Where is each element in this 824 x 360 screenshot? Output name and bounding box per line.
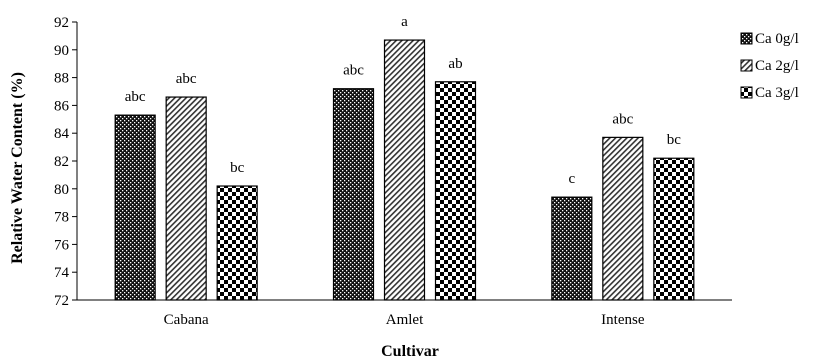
y-tick-label: 72 [54, 293, 69, 309]
bar [383, 39, 426, 301]
y-tick-label: 82 [54, 154, 69, 170]
legend-swatch [740, 86, 753, 99]
significance-label: bc [667, 132, 682, 148]
significance-label: a [401, 14, 408, 30]
y-tick-label: 86 [54, 98, 70, 114]
bar [653, 157, 695, 301]
y-axis-title: Relative Water Content (%) [9, 72, 26, 264]
x-tick-label: Cabana [164, 312, 209, 328]
legend-swatch [740, 32, 753, 45]
y-tick-label: 78 [54, 210, 69, 226]
significance-label: abc [612, 111, 633, 127]
significance-label: abc [176, 71, 197, 87]
bar [434, 81, 477, 301]
legend-label: Ca 2g/l [755, 58, 799, 74]
y-tick-label: 92 [54, 15, 69, 31]
significance-label: ab [448, 56, 462, 72]
y-tick-label: 74 [54, 265, 70, 281]
y-tick-label: 90 [54, 43, 69, 59]
bar [165, 96, 207, 301]
x-tick-label: Amlet [386, 312, 424, 328]
y-tick-label: 88 [54, 71, 69, 87]
y-tick-label: 80 [54, 182, 69, 198]
x-axis-title: Cultivar [381, 343, 439, 360]
bar [114, 114, 156, 301]
significance-label: bc [230, 160, 245, 176]
legend-label: Ca 3g/l [755, 85, 799, 101]
legend-label: Ca 0g/l [755, 31, 799, 47]
significance-label: c [568, 171, 575, 187]
x-tick-label: Intense [601, 312, 645, 328]
bars [114, 39, 695, 301]
legend-swatch [740, 59, 753, 72]
y-tick-label: 84 [54, 126, 70, 142]
y-tick-label: 76 [54, 237, 70, 253]
significance-label: abc [125, 89, 146, 105]
bar [602, 136, 644, 301]
axes: 72 74 76 78 80 82 84 86 88 90 92 Cabana Amlet Intense [54, 15, 732, 328]
bar [551, 196, 593, 301]
bar [216, 185, 258, 301]
bar [332, 88, 375, 301]
legend: Ca 0g/l Ca 2g/l Ca 3g/l [740, 31, 799, 101]
significance-label: abc [343, 63, 364, 79]
